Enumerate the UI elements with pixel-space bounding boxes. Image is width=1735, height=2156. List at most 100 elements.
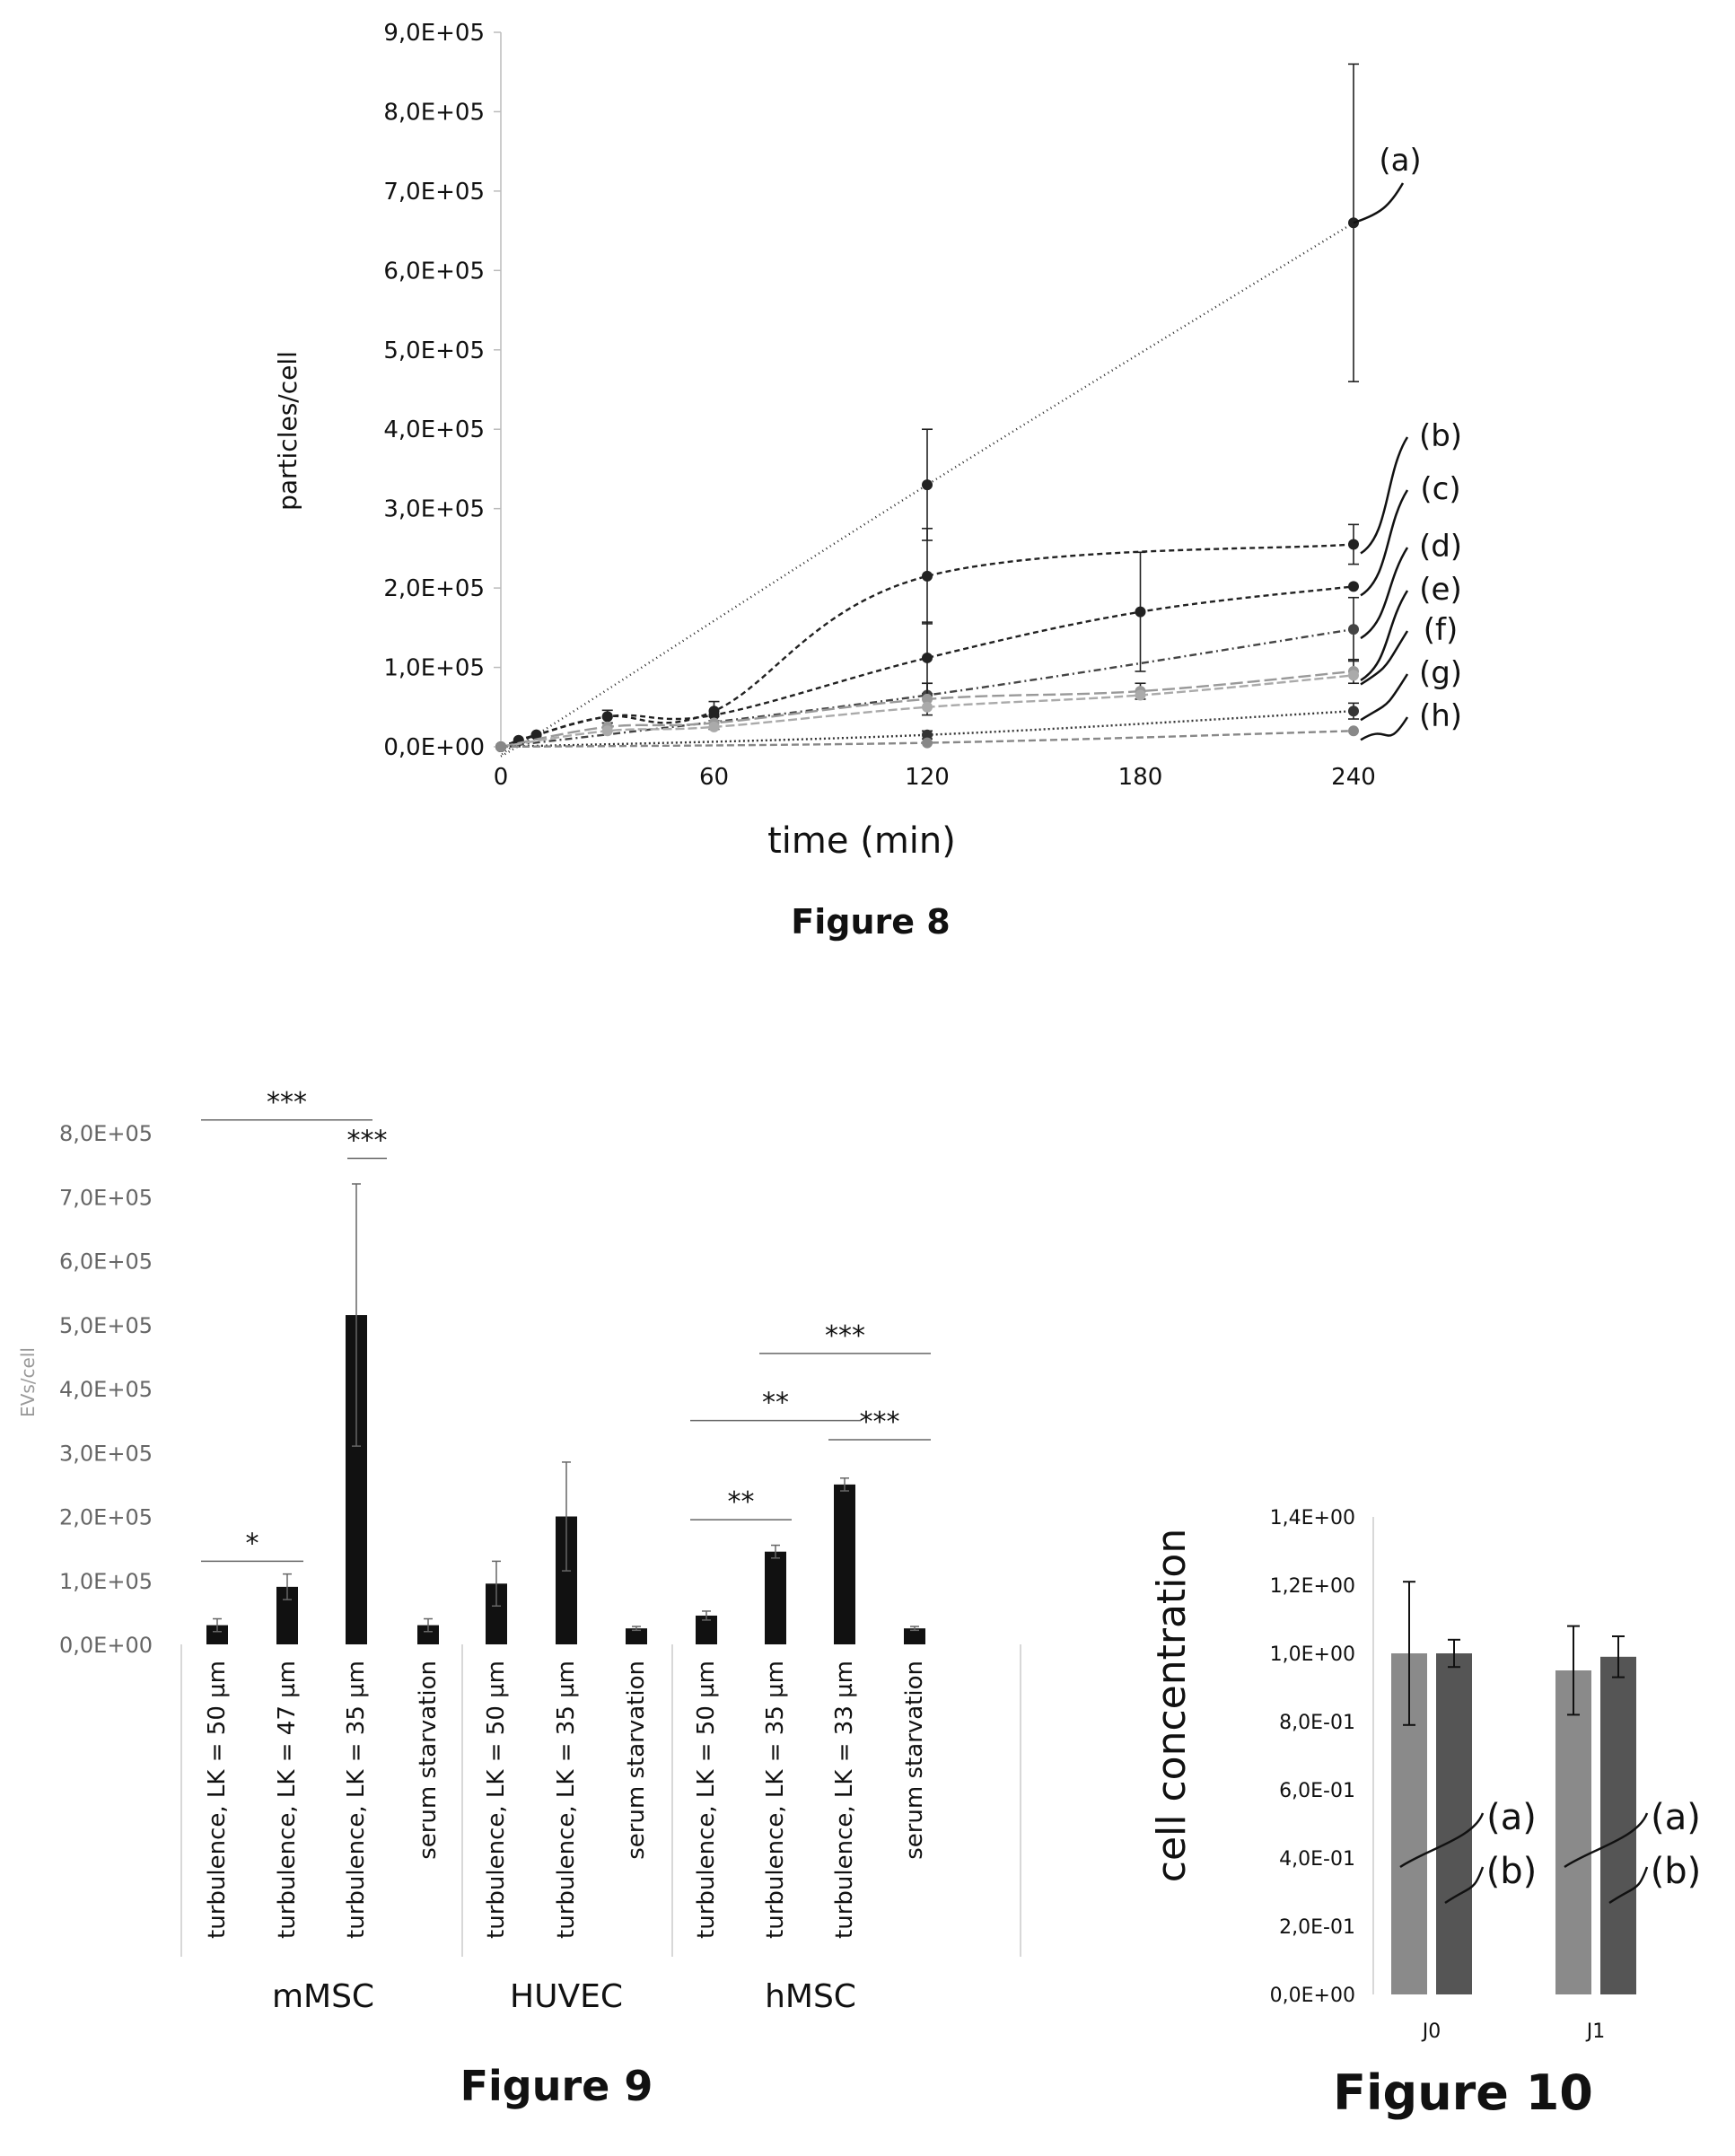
fig8-data-point [922, 737, 933, 749]
fig9-y-tick-label: 1,0E+05 [59, 1569, 153, 1594]
fig9-bar [206, 1625, 228, 1644]
fig9-group-label: hMSC [765, 1978, 856, 2015]
fig8-series-label: (g) [1419, 655, 1462, 691]
fig9-bar [904, 1628, 925, 1644]
fig9-bar [417, 1625, 439, 1644]
fig8-y-tick-label: 3,0E+05 [383, 496, 485, 523]
fig8-data-point [708, 721, 720, 732]
fig9-group-label: HUVEC [510, 1978, 623, 2015]
figure-8-line-chart: 0,0E+00 1,0E+05 2,0E+05 3,0E+05 4,0E+05 5,0E+… [273, 20, 1462, 942]
fig9-bar [834, 1484, 855, 1644]
fig9-significance-label: * [246, 1528, 259, 1559]
fig8-label-leader [1360, 436, 1409, 555]
fig8-y-tick-label: 5,0E+05 [383, 337, 485, 364]
fig10-y-tick-label: 0,0E+00 [1270, 1985, 1355, 2007]
fig9-significance-label: *** [347, 1126, 388, 1157]
fig9-significance-label: *** [825, 1320, 865, 1352]
fig10-label-leader [1399, 1812, 1485, 1869]
fig8-data-point [922, 479, 933, 491]
fig8-series-label: (d) [1419, 529, 1462, 565]
fig8-label-leader [1360, 547, 1409, 640]
fig8-series-label: (a) [1379, 143, 1421, 179]
fig9-group-labels: mMSC HUVEC hMSC [272, 1978, 856, 2015]
figure-10-caption: Figure 10 [1333, 2064, 1593, 2121]
fig10-y-axis: 0,0E+00 2,0E-01 4,0E-01 6,0E-01 8,0E-01 1,0E+… [1270, 1507, 1374, 2007]
fig8-data-point [1135, 689, 1146, 701]
fig9-category-label: turbulence, LK = 35 µm [553, 1661, 580, 1939]
fig8-label-leader [1360, 673, 1409, 722]
fig9-y-tick-label: 7,0E+05 [59, 1185, 153, 1210]
fig8-y-tick-label: 9,0E+05 [383, 20, 485, 47]
fig10-y-tick-label: 8,0E-01 [1279, 1712, 1355, 1734]
fig9-category-label: serum starvation [901, 1661, 928, 1860]
fig10-category-label: J1 [1585, 2020, 1606, 2043]
fig8-data-point [1135, 606, 1146, 618]
fig9-significance-label: ** [762, 1388, 789, 1419]
fig8-data-point [601, 711, 613, 723]
fig8-y-axis: 0,0E+00 1,0E+05 2,0E+05 3,0E+05 4,0E+05 5,0E+… [383, 20, 502, 761]
fig10-category-label: J0 [1421, 2020, 1441, 2043]
fig9-y-axis: 0,0E+00 1,0E+05 2,0E+05 3,0E+05 4,0E+05 5,0E+… [59, 1121, 153, 1658]
fig8-y-tick-label: 1,0E+05 [383, 655, 485, 682]
fig8-series-group [495, 63, 1359, 758]
fig8-label-leader [1360, 590, 1409, 682]
fig9-category-label: turbulence, LK = 50 µm [483, 1661, 510, 1939]
fig10-label-leader [1608, 1866, 1649, 1905]
fig9-y-tick-label: 0,0E+00 [59, 1633, 153, 1658]
fig10-label-leader [1564, 1812, 1649, 1869]
fig8-data-point [922, 652, 933, 663]
fig8-y-axis-label: particles/cell [273, 351, 302, 511]
fig9-y-tick-label: 5,0E+05 [59, 1313, 153, 1338]
fig9-y-tick-label: 3,0E+05 [59, 1441, 153, 1466]
fig8-data-point [1348, 706, 1359, 717]
fig10-y-tick-label: 6,0E-01 [1279, 1780, 1355, 1802]
fig9-group-label: mMSC [272, 1978, 374, 2015]
fig8-series-label: (f) [1424, 612, 1459, 648]
fig8-x-axis: 0 60 120 180 240 [494, 764, 1376, 791]
fig9-y-tick-label: 2,0E+05 [59, 1505, 153, 1530]
fig8-series-labels: (a) (b) (c) (d) (e) (f) (g) (h) [1353, 143, 1462, 741]
fig8-x-tick-label: 180 [1118, 764, 1163, 791]
fig8-data-point [1348, 670, 1359, 681]
fig8-x-axis-label: time (min) [767, 820, 956, 862]
fig8-data-point [708, 709, 720, 721]
fig8-data-point [1348, 581, 1359, 592]
fig8-x-tick-label: 0 [494, 764, 509, 791]
fig8-series-line-0 [499, 222, 1354, 758]
fig8-x-tick-label: 240 [1331, 764, 1376, 791]
fig8-series-label: (b) [1419, 418, 1462, 454]
fig10-bar [1600, 1656, 1636, 1994]
figure-9-caption: Figure 9 [460, 2062, 653, 2110]
fig10-bar [1436, 1653, 1472, 1994]
figure-8-caption: Figure 8 [791, 902, 950, 942]
figure-10-bar-chart: 0,0E+00 2,0E-01 4,0E-01 6,0E-01 8,0E-01 1,0E+… [1149, 1507, 1701, 2121]
fig9-category-label: serum starvation [623, 1661, 650, 1860]
fig10-bar [1555, 1670, 1591, 1994]
fig9-category-label: turbulence, LK = 47 µm [274, 1661, 301, 1939]
fig10-series-label: (a) [1486, 1797, 1537, 1838]
fig8-data-point [922, 729, 933, 741]
fig8-label-leader [1360, 489, 1409, 597]
fig8-data-point [922, 693, 933, 705]
figure-9-bar-chart: 0,0E+00 1,0E+05 2,0E+05 3,0E+05 4,0E+05 5,0E+… [17, 1087, 1021, 2110]
fig9-category-label: turbulence, LK = 35 µm [343, 1661, 370, 1939]
fig8-data-point [922, 570, 933, 582]
fig9-bar [765, 1551, 786, 1644]
fig8-series-label: (c) [1420, 471, 1460, 507]
fig10-y-axis-label: cell concentration [1149, 1529, 1195, 1882]
fig10-y-tick-label: 4,0E-01 [1279, 1848, 1355, 1871]
fig10-series-labels: (a) (b) (a) (b) [1399, 1797, 1701, 1905]
fig8-data-point [601, 725, 613, 737]
fig9-category-label: turbulence, LK = 33 µm [831, 1661, 858, 1939]
fig10-label-leader [1444, 1866, 1485, 1905]
fig8-x-tick-label: 120 [905, 764, 950, 791]
fig9-significance-label: *** [267, 1087, 307, 1118]
fig8-y-tick-label: 2,0E+05 [383, 575, 485, 602]
fig9-y-tick-label: 6,0E+05 [59, 1249, 153, 1275]
fig8-y-tick-label: 7,0E+05 [383, 179, 485, 206]
fig8-series-line-3 [500, 627, 1354, 749]
fig8-label-leader [1360, 630, 1409, 686]
fig8-y-tick-label: 0,0E+00 [383, 734, 485, 761]
fig9-y-tick-label: 4,0E+05 [59, 1377, 153, 1402]
fig10-series-label: (a) [1651, 1797, 1701, 1838]
